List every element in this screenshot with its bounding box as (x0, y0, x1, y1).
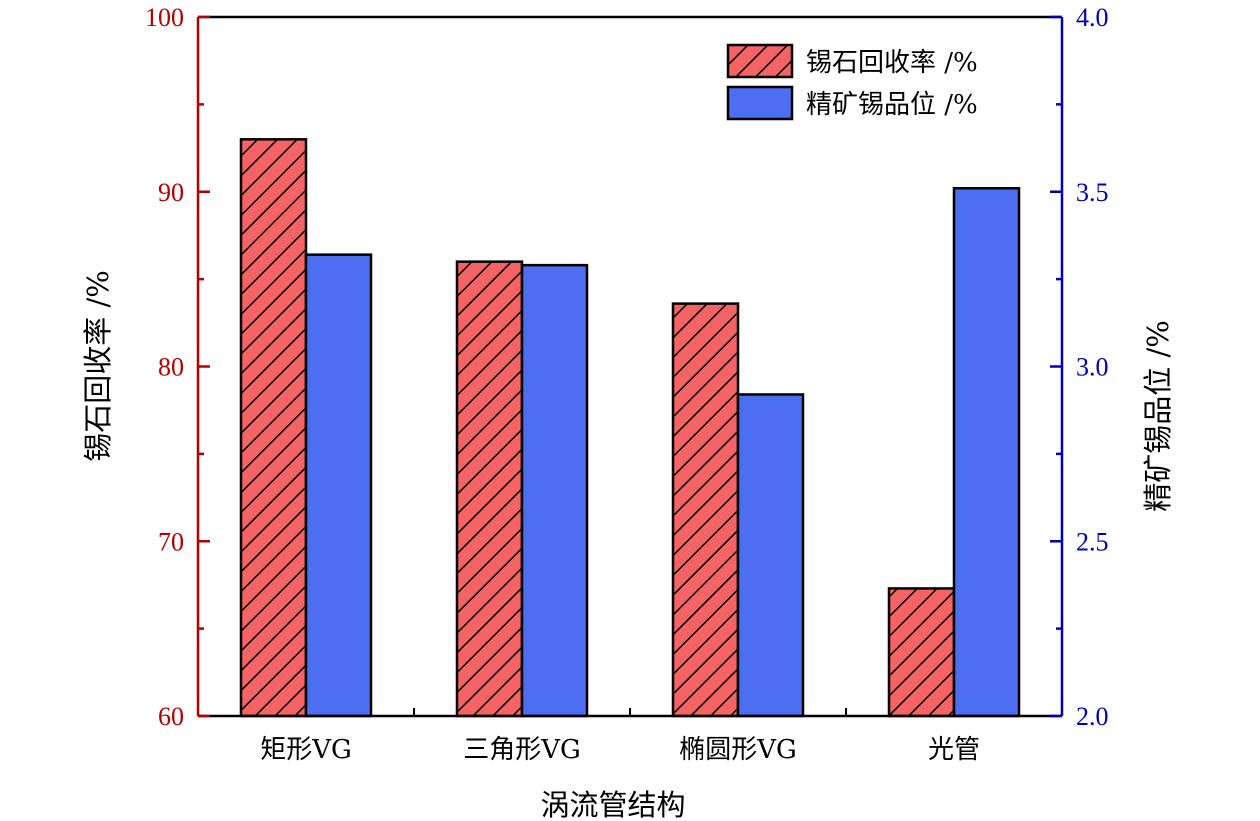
bars-layer (239, 138, 1021, 718)
right-tick-label-0: 2.0 (1076, 702, 1109, 731)
bar-grade-2 (736, 393, 805, 718)
right-tick-label-1: 2.5 (1076, 527, 1109, 556)
left-tick-label-4: 100 (145, 3, 184, 32)
x-tick-label-2: 椭圆形VG (679, 735, 797, 765)
x-tick-label-1: 三角形VG (463, 735, 581, 765)
bar-grade-0 (304, 253, 373, 718)
left-tick-label-2: 80 (158, 353, 184, 382)
legend-label-grade: 精矿锡品位 /% (806, 90, 978, 120)
bar-grade-1 (520, 263, 589, 718)
bar-grade-3 (952, 187, 1021, 718)
right-tick-label-3: 3.5 (1076, 178, 1109, 207)
axes-layer (196, 15, 1064, 718)
legend-swatch-grade (726, 85, 794, 121)
legend: 锡石回收率 /% 精矿锡品位 /% (726, 43, 978, 121)
left-tick-label-1: 70 (158, 527, 184, 556)
right-tick-label-2: 3.0 (1076, 353, 1109, 382)
bar-recovery-2 (671, 302, 740, 718)
bar-recovery-1 (455, 260, 524, 718)
left-tick-label-3: 90 (158, 178, 184, 207)
text-layer: 涡流管结构 锡石回收率 /% 精矿锡品位 /% 矩形VG 三角形VG 椭圆形VG 光管… (81, 3, 1175, 821)
bar-recovery-0 (239, 138, 308, 718)
left-tick-label-0: 60 (158, 702, 184, 731)
x-tick-label-3: 光管 (928, 735, 980, 765)
legend-swatch-recovery (726, 43, 794, 79)
bar-recovery-3 (887, 587, 956, 718)
right-tick-label-4: 4.0 (1076, 3, 1109, 32)
left-y-axis-title: 锡石回收率 /% (81, 270, 115, 462)
x-axis-title: 涡流管结构 (540, 788, 685, 821)
legend-label-recovery: 锡石回收率 /% (806, 48, 978, 78)
right-y-axis-title: 精矿锡品位 /% (1141, 320, 1175, 512)
x-tick-label-0: 矩形VG (260, 735, 352, 765)
